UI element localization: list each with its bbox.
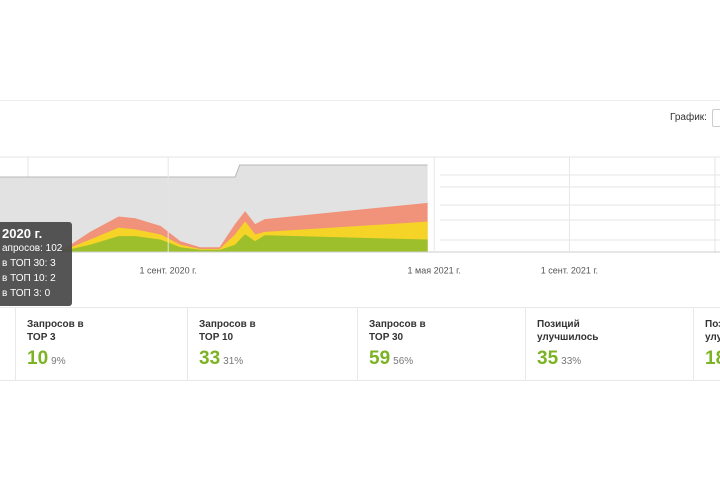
stat-number: 35 bbox=[537, 348, 559, 369]
stat-label-line: TOP 30 bbox=[369, 332, 404, 343]
stat-value: 33 31% bbox=[199, 348, 243, 370]
areas bbox=[0, 164, 428, 253]
stat-number: 18 bbox=[705, 348, 720, 369]
x-tick-label: 1 сент. 2020 г. bbox=[140, 265, 197, 275]
graph-select[interactable] bbox=[712, 109, 720, 127]
stat-label: Позиций улучшилось bbox=[526, 308, 694, 344]
area-line bbox=[60, 221, 428, 253]
graph-label: График: bbox=[670, 112, 707, 123]
stat-label-line: Запросов в bbox=[199, 319, 256, 330]
stat-card: Поз улу 18 bbox=[693, 308, 720, 380]
area-line bbox=[60, 202, 428, 253]
stat-label: Запросов в TOP 30 bbox=[358, 308, 526, 344]
stat-percent: 31% bbox=[223, 356, 244, 367]
stat-card: Запросов в TOP 10 33 31% bbox=[187, 308, 358, 380]
area-line bbox=[0, 164, 428, 178]
stat-label: Запросов в TOP 10 bbox=[188, 308, 358, 344]
stat-label: Поз улу bbox=[694, 308, 720, 344]
tooltip-title: 2020 г. bbox=[2, 226, 43, 241]
area-line bbox=[60, 234, 428, 253]
tooltip-lines: апросов: 102 в ТОП 30: 3 в ТОП 10: 2 в ТОП … bbox=[0, 241, 72, 301]
stat-value: 35 33% bbox=[537, 348, 581, 370]
stat-label-line: Позиций bbox=[537, 319, 580, 330]
stat-label-line: улу bbox=[705, 332, 720, 343]
stat-label-line: TOP 10 bbox=[199, 332, 234, 343]
tooltip: 2020 г. апросов: 102 в ТОП 30: 3 в ТОП 10:… bbox=[0, 222, 72, 306]
divider bbox=[0, 100, 720, 101]
stat-card: Запросов в TOP 30 59 56% bbox=[357, 308, 526, 380]
tooltip-line: в ТОП 10: 2 bbox=[2, 273, 56, 284]
x-tick-label: 1 мая 2021 г. bbox=[408, 265, 461, 275]
stat-percent: 56% bbox=[393, 356, 414, 367]
tooltip-line: в ТОП 3: 0 bbox=[2, 288, 51, 299]
stat-label: Запросов в TOP 3 bbox=[16, 308, 188, 344]
stat-number: 59 bbox=[369, 348, 391, 369]
stat-number: 33 bbox=[199, 348, 221, 369]
stat-label-line: Запросов в bbox=[27, 319, 84, 330]
tooltip-line: апросов: 102 bbox=[2, 243, 63, 254]
chart: 1 сент. 2020 г. 1 мая 2021 г. 1 сент. 2021… bbox=[0, 156, 720, 275]
stat-label-line: Поз bbox=[705, 319, 720, 330]
stat-percent: 9% bbox=[51, 356, 66, 367]
stat-label-line: Запросов в bbox=[369, 319, 426, 330]
stat-percent: 33% bbox=[561, 356, 582, 367]
x-tick-label: 1 сент. 2021 г. bbox=[541, 265, 598, 275]
stat-card: Запросов в TOP 3 10 9% bbox=[15, 308, 188, 380]
stat-label-line: TOP 3 bbox=[27, 332, 56, 343]
tooltip-line: в ТОП 30: 3 bbox=[2, 258, 56, 269]
stat-value: 18 bbox=[705, 348, 720, 370]
stat-label-line: улучшилось bbox=[537, 332, 599, 343]
stat-value: 10 9% bbox=[27, 348, 66, 370]
stat-value: 59 56% bbox=[369, 348, 413, 370]
stat-number: 10 bbox=[27, 348, 49, 369]
grid bbox=[0, 156, 720, 252]
stats-row: Запросов в TOP 3 10 9% Запросов в TOP 10 33 31%… bbox=[0, 307, 720, 381]
stat-card: Позиций улучшилось 35 33% bbox=[525, 308, 694, 380]
